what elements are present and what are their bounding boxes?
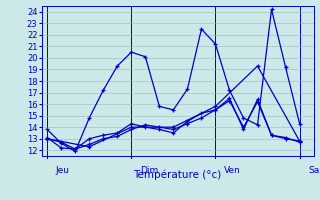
- Text: Ven: Ven: [224, 166, 241, 175]
- Text: Sam: Sam: [308, 166, 320, 175]
- X-axis label: Température (°c): Température (°c): [133, 170, 222, 180]
- Text: Dim: Dim: [140, 166, 158, 175]
- Text: Jeu: Jeu: [56, 166, 70, 175]
